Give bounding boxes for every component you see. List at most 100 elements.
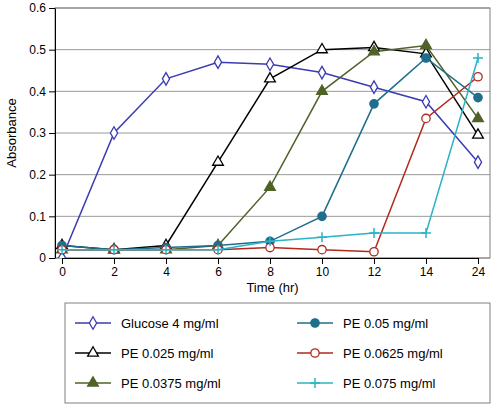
x-tick: 10 — [316, 258, 330, 279]
legend-label: Glucose 4 mg/ml — [121, 316, 219, 331]
y-tick-mark — [49, 50, 55, 51]
y-tick-mark — [49, 175, 55, 176]
series-marker — [474, 73, 482, 81]
series-marker — [317, 43, 328, 52]
legend-marker — [310, 378, 320, 388]
legend-marker — [88, 347, 99, 356]
legend-marker — [89, 317, 96, 329]
series-marker — [58, 245, 66, 253]
series-marker — [213, 156, 224, 165]
x-tick-label: 24 — [472, 265, 486, 279]
legend-label: PE 0.0625 mg/ml — [343, 346, 443, 361]
x-tick-mark — [322, 258, 323, 264]
y-tick-mark — [49, 8, 55, 9]
series-marker — [317, 232, 327, 242]
series-marker — [473, 112, 484, 121]
series-marker — [370, 81, 377, 93]
plot-frame — [55, 8, 490, 258]
grid-line — [55, 133, 490, 134]
series-marker — [110, 245, 118, 253]
x-tick-label: 0 — [59, 265, 66, 279]
legend-label: PE 0.025 mg/ml — [121, 346, 214, 361]
legend-box — [65, 303, 490, 403]
x-tick: 8 — [267, 258, 274, 279]
series-marker — [474, 93, 482, 101]
legend-label: PE 0.05 mg/ml — [343, 316, 428, 331]
y-tick-label: 0.1 — [29, 210, 46, 224]
legend-entry: Glucose 4 mg/ml — [75, 316, 219, 331]
x-tick-mark — [426, 258, 427, 264]
series-marker — [370, 248, 378, 256]
series-marker — [110, 245, 118, 253]
series-marker — [422, 54, 430, 62]
x-tick: 24 — [472, 258, 486, 279]
series-marker — [214, 245, 222, 253]
legend-marker — [311, 349, 319, 357]
grid-line — [55, 216, 490, 217]
y-tick-label: 0 — [39, 251, 46, 265]
legend-entry: PE 0.075 mg/ml — [297, 376, 436, 391]
plot-area — [57, 39, 484, 258]
series-marker — [369, 46, 380, 55]
series-line — [62, 48, 478, 250]
series-marker — [421, 228, 431, 238]
x-tick: 2 — [111, 258, 118, 279]
y-axis: 0 0.1 0.2 0.3 0.4 0.5 0.6 — [29, 1, 55, 265]
series-marker — [265, 236, 275, 246]
x-tick-label: 8 — [267, 265, 274, 279]
y-tick-label: 0.5 — [29, 43, 46, 57]
y-tick: 0.3 — [29, 126, 55, 140]
series-marker — [317, 85, 328, 94]
x-tick-mark — [62, 258, 63, 264]
x-tick-label: 12 — [368, 265, 382, 279]
legend-label: PE 0.075 mg/ml — [343, 376, 436, 391]
series-marker — [473, 129, 484, 138]
x-tick-label: 14 — [420, 265, 434, 279]
series-marker — [369, 228, 379, 238]
legend-entry: PE 0.0625 mg/ml — [297, 346, 443, 361]
series-line — [62, 62, 478, 258]
x-tick: 14 — [420, 258, 434, 279]
series-marker — [266, 58, 273, 70]
x-tick-mark — [478, 258, 479, 264]
series-line — [62, 77, 478, 252]
y-tick: 0.5 — [29, 43, 55, 57]
y-tick: 0.2 — [29, 168, 55, 182]
y-tick-label: 0.3 — [29, 126, 46, 140]
series-marker — [213, 245, 223, 255]
x-tick: 6 — [215, 258, 222, 279]
series-marker — [370, 100, 378, 108]
y-tick: 0.1 — [29, 210, 55, 224]
series-line — [62, 58, 478, 250]
x-axis-title: Time (hr) — [246, 280, 298, 295]
series-line — [62, 58, 478, 250]
legend-entry: PE 0.0375 mg/ml — [75, 376, 221, 391]
x-tick-label: 6 — [215, 265, 222, 279]
legend-entry: PE 0.05 mg/ml — [297, 316, 428, 331]
y-tick-label: 0.4 — [29, 85, 46, 99]
y-tick: 0.4 — [29, 85, 55, 99]
x-tick: 0 — [59, 258, 66, 279]
x-tick-label: 4 — [163, 265, 170, 279]
grid-line — [55, 91, 490, 92]
x-axis: 0246810121424 — [59, 258, 485, 279]
y-tick: 0.6 — [29, 1, 55, 15]
series-marker — [265, 181, 276, 190]
y-tick-mark — [49, 258, 55, 259]
y-axis-title: Absorbance — [4, 98, 19, 167]
series-marker — [474, 156, 481, 168]
x-tick-mark — [114, 258, 115, 264]
y-axis-line — [55, 9, 56, 259]
series-marker — [109, 245, 119, 255]
y-tick-mark — [49, 216, 55, 217]
x-tick-label: 2 — [111, 265, 118, 279]
y-tick-mark — [49, 133, 55, 134]
x-tick: 4 — [163, 258, 170, 279]
x-tick: 12 — [368, 258, 382, 279]
series-marker — [318, 66, 325, 78]
series-marker — [422, 114, 430, 122]
y-tick: 0 — [39, 251, 55, 265]
legend-entry: PE 0.025 mg/ml — [75, 346, 214, 361]
series-marker — [214, 56, 221, 68]
series-line — [62, 46, 478, 250]
